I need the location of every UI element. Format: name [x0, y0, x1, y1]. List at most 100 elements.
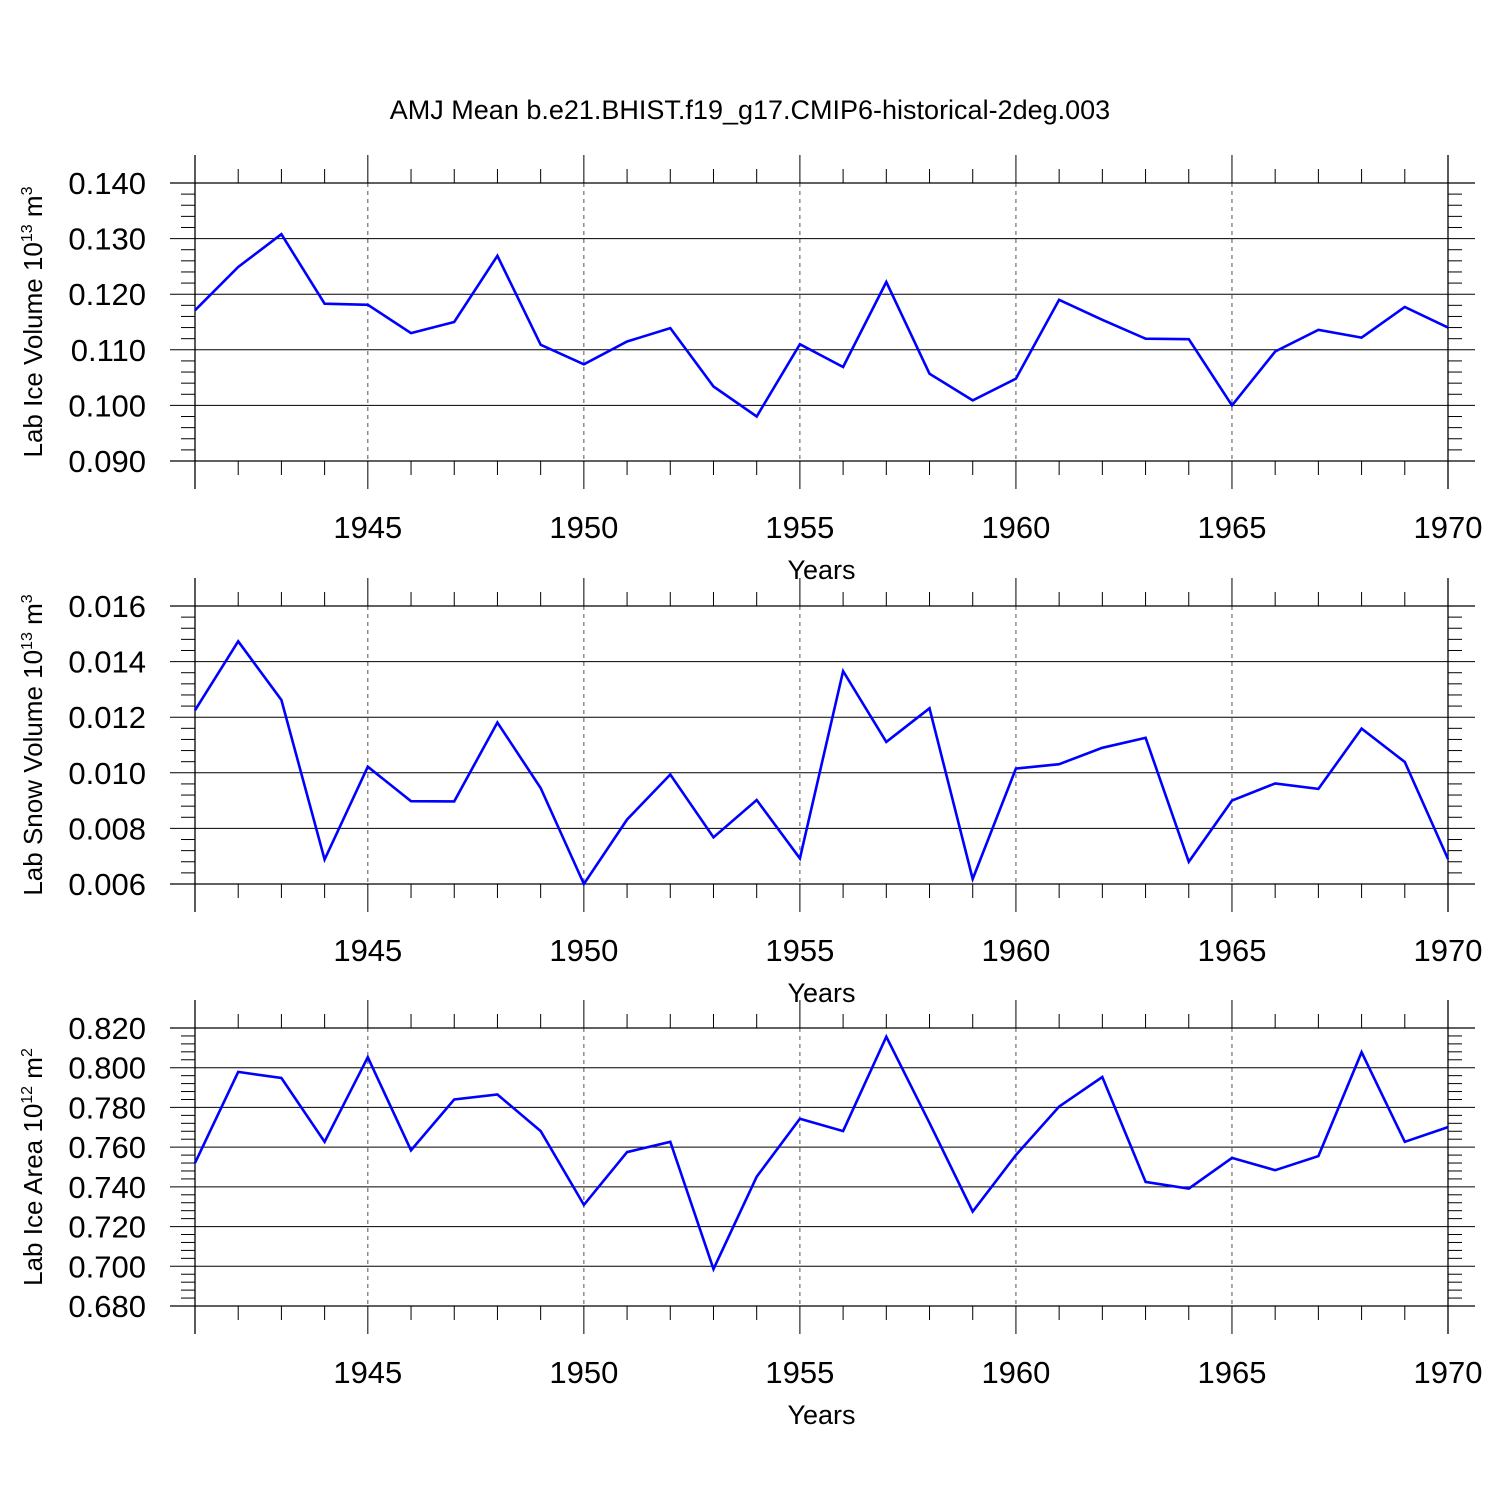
data-point	[1447, 858, 1449, 860]
data-point	[1015, 768, 1017, 770]
data-point	[972, 878, 974, 880]
series-line	[194, 232, 1449, 419]
data-point	[367, 766, 369, 768]
data-point	[929, 707, 931, 709]
data-point	[583, 883, 585, 885]
data-point	[324, 859, 326, 861]
data-point	[583, 363, 585, 365]
data-point	[1317, 788, 1319, 790]
data-point	[583, 1204, 585, 1206]
data-point	[1404, 1141, 1406, 1143]
data-point	[1015, 1154, 1017, 1156]
panel-1: 1945 1950 1955 1960 1965 1970 0.090 0.100 0.110 0…	[18, 155, 1482, 585]
series-line	[193, 638, 1450, 887]
data-point	[1317, 329, 1319, 331]
data-point	[669, 773, 671, 775]
data-point	[1015, 378, 1017, 380]
data-point	[1145, 737, 1147, 739]
data-point	[1361, 337, 1363, 339]
x-tick-label: 1970	[1414, 933, 1483, 968]
data-point	[972, 1210, 974, 1212]
y-tick-label: 0.012	[68, 700, 146, 735]
data-point	[1404, 306, 1406, 308]
data-point	[972, 399, 974, 401]
data-point	[1361, 1051, 1363, 1053]
data-point	[237, 1071, 239, 1073]
data-point	[756, 416, 758, 418]
data-point	[669, 327, 671, 329]
y-tick-label: 0.820	[68, 1011, 146, 1046]
data-point	[1101, 319, 1103, 321]
data-point	[280, 1077, 282, 1079]
x-tick-label: 1965	[1197, 1355, 1266, 1390]
data-point	[1145, 1181, 1147, 1183]
y-tick-label: 0.140	[68, 166, 146, 201]
data-point	[237, 640, 239, 642]
data-point	[1231, 800, 1233, 802]
x-tick-label: 1970	[1414, 1355, 1483, 1390]
y-tick-label: 0.016	[68, 589, 146, 624]
data-point	[453, 800, 455, 802]
data-point	[496, 255, 498, 257]
data-point	[237, 266, 239, 268]
data-point	[280, 699, 282, 701]
y-tick-label: 0.680	[68, 1289, 146, 1324]
data-point	[324, 1141, 326, 1143]
data-point	[1317, 1155, 1319, 1157]
data-point	[626, 819, 628, 821]
data-point	[1231, 1157, 1233, 1159]
x-axis-label: Years	[787, 1400, 855, 1430]
data-point	[1274, 1169, 1276, 1171]
data-point	[1058, 1106, 1060, 1108]
x-tick-label: 1945	[333, 1355, 402, 1390]
panel-2: 1945 1950 1955 1960 1965 1970 0.006 0.008 0.010 0…	[18, 578, 1482, 1008]
data-point	[756, 799, 758, 801]
data-point	[1188, 338, 1190, 340]
x-tick-label: 1960	[981, 510, 1050, 545]
x-tick-label: 1955	[765, 510, 834, 545]
data-point	[194, 309, 196, 311]
y-tick-label: 0.100	[68, 388, 146, 423]
data-point	[1058, 763, 1060, 765]
data-point	[1058, 299, 1060, 301]
y-tick-label: 0.008	[68, 811, 146, 846]
series-line	[193, 1033, 1449, 1273]
data-point	[712, 836, 714, 838]
y-tick-label: 0.010	[68, 756, 146, 791]
data-point	[1188, 861, 1190, 863]
data-point	[1447, 1126, 1449, 1128]
data-point	[496, 1094, 498, 1096]
data-point	[885, 1036, 887, 1038]
x-axis-label: Years	[787, 555, 855, 585]
data-point	[712, 385, 714, 387]
data-point	[626, 340, 628, 342]
x-tick-label: 1950	[549, 933, 618, 968]
x-tick-label: 1950	[549, 510, 618, 545]
data-point	[842, 1130, 844, 1132]
y-tick-label: 0.120	[68, 277, 146, 312]
data-point	[929, 373, 931, 375]
data-point	[929, 1122, 931, 1124]
x-tick-label: 1955	[765, 1355, 834, 1390]
data-point	[540, 787, 542, 789]
data-point	[1447, 327, 1449, 329]
data-point	[410, 332, 412, 334]
x-tick-label: 1945	[333, 510, 402, 545]
y-tick-label: 0.740	[68, 1170, 146, 1205]
data-point	[799, 857, 801, 859]
x-tick-label: 1970	[1414, 510, 1483, 545]
data-point	[1101, 1076, 1103, 1078]
data-point	[885, 281, 887, 283]
data-point	[410, 1149, 412, 1151]
y-tick-label: 0.130	[68, 222, 146, 257]
y-tick-label: 0.110	[71, 333, 146, 368]
data-point	[1145, 338, 1147, 340]
data-point	[1188, 1188, 1190, 1190]
data-point	[1231, 404, 1233, 406]
data-point	[799, 343, 801, 345]
data-point	[842, 670, 844, 672]
y-axis-label: Lab Snow Volume 1013 m3	[18, 594, 48, 895]
data-point	[194, 709, 196, 711]
data-point	[799, 1118, 801, 1120]
